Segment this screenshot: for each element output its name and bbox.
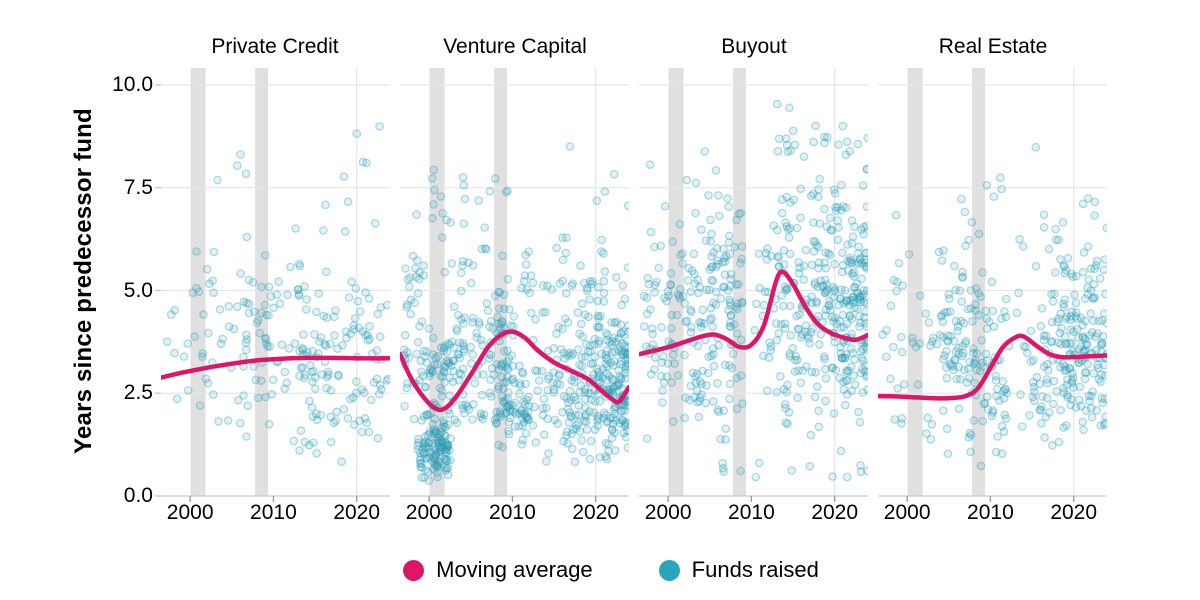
x-tick-label: 2000 — [883, 501, 931, 524]
x-tick-label: 2010 — [728, 501, 775, 524]
x-tick-label: 2010 — [489, 501, 536, 524]
legend-dot-moving-average-icon — [403, 559, 425, 581]
y-tick-label: 2.5 — [123, 381, 153, 404]
legend-item-moving-average: Moving average — [403, 557, 593, 583]
x-tick-label: 2020 — [811, 501, 859, 524]
x-tick-label: 2020 — [1050, 501, 1098, 524]
y-tick-label: 10.0 — [112, 73, 153, 96]
legend: Moving average Funds raised — [11, 554, 1200, 586]
y-tick-label: 7.5 — [123, 176, 153, 199]
x-tick-label: 2010 — [967, 501, 1014, 524]
x-tick-label: 2020 — [572, 501, 620, 524]
x-tick-label: 2000 — [644, 501, 692, 524]
x-tick-label: 2000 — [166, 501, 214, 524]
y-tick-label: 5.0 — [123, 279, 153, 302]
panel-title-buyout: Buyout — [721, 35, 787, 58]
x-tick-label: 2000 — [405, 501, 453, 524]
x-tick-label: 2010 — [250, 501, 297, 524]
panel-title-private-credit: Private Credit — [211, 35, 339, 58]
panel-title-real-estate: Real Estate — [938, 35, 1048, 58]
panel-title-venture-capital: Venture Capital — [443, 35, 587, 58]
legend-item-funds-raised: Funds raised — [658, 557, 819, 583]
legend-dot-funds-raised-icon — [658, 559, 680, 581]
x-tick-label: 2020 — [333, 501, 381, 524]
y-tick-label: 0.0 — [123, 484, 153, 507]
legend-label-moving-average: Moving average — [436, 557, 593, 582]
legend-label-funds-raised: Funds raised — [691, 557, 819, 582]
